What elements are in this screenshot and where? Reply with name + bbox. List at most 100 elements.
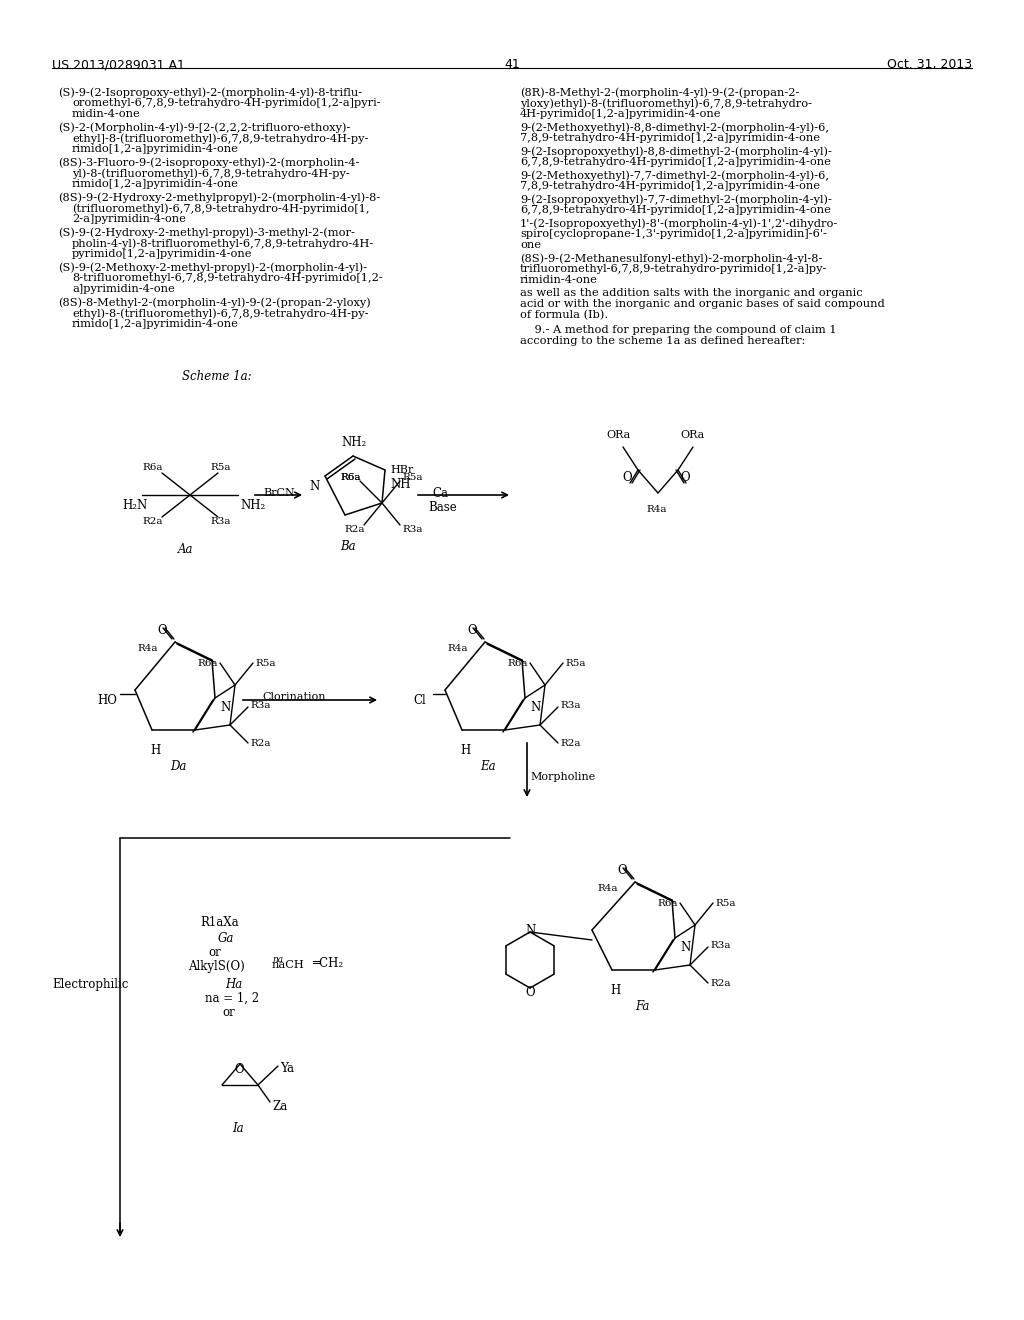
Text: R3a: R3a bbox=[402, 525, 423, 535]
Text: R2a: R2a bbox=[344, 525, 365, 535]
Text: of formula (Ib).: of formula (Ib). bbox=[520, 310, 608, 321]
Text: Da: Da bbox=[170, 760, 186, 774]
Text: H: H bbox=[610, 983, 621, 997]
Text: spiro[cyclopropane-1,3'-pyrimido[1,2-a]pyrimidin]-6'-: spiro[cyclopropane-1,3'-pyrimido[1,2-a]p… bbox=[520, 228, 826, 239]
Text: Ia: Ia bbox=[232, 1122, 244, 1135]
Text: pyrimido[1,2-a]pyrimidin-4-one: pyrimido[1,2-a]pyrimidin-4-one bbox=[72, 249, 253, 259]
Text: yl)-8-(trifluoromethyl)-6,7,8,9-tetrahydro-4H-py-: yl)-8-(trifluoromethyl)-6,7,8,9-tetrahyd… bbox=[72, 168, 350, 178]
Text: pholin-4-yl)-8-trifluoromethyl-6,7,8,9-tetrahydro-4H-: pholin-4-yl)-8-trifluoromethyl-6,7,8,9-t… bbox=[72, 238, 374, 248]
Text: Ea: Ea bbox=[480, 760, 496, 774]
Text: one: one bbox=[520, 240, 541, 249]
Text: rimido[1,2-a]pyrimidin-4-one: rimido[1,2-a]pyrimidin-4-one bbox=[72, 144, 239, 154]
Text: midin-4-one: midin-4-one bbox=[72, 110, 140, 119]
Text: BrCN: BrCN bbox=[263, 488, 295, 498]
Text: or: or bbox=[208, 946, 221, 960]
Text: Ca: Ca bbox=[432, 487, 449, 500]
Text: 7,8,9-tetrahydro-4H-pyrimido[1,2-a]pyrimidin-4-one: 7,8,9-tetrahydro-4H-pyrimido[1,2-a]pyrim… bbox=[520, 133, 820, 143]
Text: R3a: R3a bbox=[250, 701, 270, 710]
Text: R3a: R3a bbox=[210, 517, 230, 525]
Text: (S)-9-(2-Methoxy-2-methyl-propyl)-2-(morpholin-4-yl)-: (S)-9-(2-Methoxy-2-methyl-propyl)-2-(mor… bbox=[58, 261, 368, 272]
Text: 9.- A method for preparing the compound of claim 1: 9.- A method for preparing the compound … bbox=[520, 325, 837, 335]
Text: 9-(2-Methoxyethyl)-8,8-dimethyl-2-(morpholin-4-yl)-6,: 9-(2-Methoxyethyl)-8,8-dimethyl-2-(morph… bbox=[520, 121, 829, 132]
Text: 6,7,8,9-tetrahydro-4H-pyrimido[1,2-a]pyrimidin-4-one: 6,7,8,9-tetrahydro-4H-pyrimido[1,2-a]pyr… bbox=[520, 157, 830, 168]
Text: rimido[1,2-a]pyrimidin-4-one: rimido[1,2-a]pyrimidin-4-one bbox=[72, 180, 239, 189]
Text: R2a: R2a bbox=[250, 739, 270, 748]
Text: R4a: R4a bbox=[646, 506, 667, 513]
Text: R5a: R5a bbox=[210, 463, 230, 473]
Text: R1aXa: R1aXa bbox=[200, 916, 239, 929]
Text: a]pyrimidin-4-one: a]pyrimidin-4-one bbox=[72, 284, 175, 294]
Text: Base: Base bbox=[428, 502, 457, 513]
Text: ═CH₂: ═CH₂ bbox=[312, 957, 343, 970]
Text: N: N bbox=[220, 701, 230, 714]
Text: ORa: ORa bbox=[606, 430, 630, 440]
Text: Fa: Fa bbox=[635, 1001, 649, 1012]
Text: US 2013/0289031 A1: US 2013/0289031 A1 bbox=[52, 58, 185, 71]
Text: (8S)-9-(2-Methanesulfonyl-ethyl)-2-morpholin-4-yl-8-: (8S)-9-(2-Methanesulfonyl-ethyl)-2-morph… bbox=[520, 253, 822, 264]
Text: Electrophilic: Electrophilic bbox=[52, 978, 128, 991]
Text: trifluoromethyl-6,7,8,9-tetrahydro-pyrimido[1,2-a]py-: trifluoromethyl-6,7,8,9-tetrahydro-pyrim… bbox=[520, 264, 827, 275]
Text: (S)-9-(2-Isopropoxy-ethyl)-2-(morpholin-4-yl)-8-triflu-: (S)-9-(2-Isopropoxy-ethyl)-2-(morpholin-… bbox=[58, 87, 362, 98]
Text: 41: 41 bbox=[504, 58, 520, 71]
Text: R2a: R2a bbox=[560, 739, 581, 748]
Text: R5a: R5a bbox=[715, 899, 735, 908]
Text: 9-(2-Methoxyethyl)-7,7-dimethyl-2-(morpholin-4-yl)-6,: 9-(2-Methoxyethyl)-7,7-dimethyl-2-(morph… bbox=[520, 170, 829, 181]
Text: 1'-(2-Isopropoxyethyl)-8'-(morpholin-4-yl)-1',2'-dihydro-: 1'-(2-Isopropoxyethyl)-8'-(morpholin-4-y… bbox=[520, 218, 839, 228]
Text: 7,8,9-tetrahydro-4H-pyrimido[1,2-a]pyrimidin-4-one: 7,8,9-tetrahydro-4H-pyrimido[1,2-a]pyrim… bbox=[520, 181, 820, 191]
Text: Ba: Ba bbox=[340, 540, 355, 553]
Text: R6a: R6a bbox=[197, 659, 217, 668]
Text: (S)-9-(2-Hydroxy-2-methyl-propyl)-3-methyl-2-(mor-: (S)-9-(2-Hydroxy-2-methyl-propyl)-3-meth… bbox=[58, 227, 355, 238]
Text: Za: Za bbox=[272, 1100, 288, 1113]
Text: Ga: Ga bbox=[218, 932, 234, 945]
Text: or: or bbox=[222, 1006, 234, 1019]
Text: N: N bbox=[680, 941, 690, 954]
Text: oromethyl-6,7,8,9-tetrahydro-4H-pyrimido[1,2-a]pyri-: oromethyl-6,7,8,9-tetrahydro-4H-pyrimido… bbox=[72, 98, 381, 108]
Text: NH: NH bbox=[390, 478, 411, 491]
Text: 6,7,8,9-tetrahydro-4H-pyrimido[1,2-a]pyrimidin-4-one: 6,7,8,9-tetrahydro-4H-pyrimido[1,2-a]pyr… bbox=[520, 205, 830, 215]
Text: according to the scheme 1a as defined hereafter:: according to the scheme 1a as defined he… bbox=[520, 337, 805, 346]
Text: (8R)-8-Methyl-2-(morpholin-4-yl)-9-(2-(propan-2-: (8R)-8-Methyl-2-(morpholin-4-yl)-9-(2-(p… bbox=[520, 87, 800, 98]
Text: R2a: R2a bbox=[142, 517, 163, 525]
Text: as well as the addition salts with the inorganic and organic: as well as the addition salts with the i… bbox=[520, 288, 862, 298]
Text: Ya: Ya bbox=[280, 1063, 294, 1074]
Text: 9-(2-Isopropoxyethyl)-7,7-dimethyl-2-(morpholin-4-yl)-: 9-(2-Isopropoxyethyl)-7,7-dimethyl-2-(mo… bbox=[520, 194, 831, 205]
Text: rimido[1,2-a]pyrimidin-4-one: rimido[1,2-a]pyrimidin-4-one bbox=[72, 319, 239, 329]
Text: 2-a]pyrimidin-4-one: 2-a]pyrimidin-4-one bbox=[72, 214, 186, 224]
Text: Cl: Cl bbox=[413, 694, 426, 708]
Text: O: O bbox=[622, 471, 632, 484]
Text: Clorination: Clorination bbox=[262, 692, 326, 702]
Text: yloxy)ethyl)-8-(trifluoromethyl)-6,7,8,9-tetrahydro-: yloxy)ethyl)-8-(trifluoromethyl)-6,7,8,9… bbox=[520, 98, 812, 108]
Text: R6a: R6a bbox=[340, 473, 360, 482]
Text: Ha: Ha bbox=[225, 978, 243, 991]
Text: O: O bbox=[234, 1063, 244, 1076]
Text: ethyl)-8-(trifluoromethyl)-6,7,8,9-tetrahydro-4H-py-: ethyl)-8-(trifluoromethyl)-6,7,8,9-tetra… bbox=[72, 308, 369, 318]
Text: O: O bbox=[617, 865, 627, 876]
Text: R3a: R3a bbox=[560, 701, 581, 710]
Text: ORa: ORa bbox=[680, 430, 705, 440]
Text: NH₂: NH₂ bbox=[341, 436, 367, 449]
Text: ethyl]-8-(trifluoromethyl)-6,7,8,9-tetrahydro-4H-py-: ethyl]-8-(trifluoromethyl)-6,7,8,9-tetra… bbox=[72, 133, 369, 144]
Text: (trifluoromethyl)-6,7,8,9-tetrahydro-4H-pyrimido[1,: (trifluoromethyl)-6,7,8,9-tetrahydro-4H-… bbox=[72, 203, 370, 214]
Text: acid or with the inorganic and organic bases of said compound: acid or with the inorganic and organic b… bbox=[520, 300, 885, 309]
Text: HBr: HBr bbox=[390, 465, 414, 475]
Text: rimidin-4-one: rimidin-4-one bbox=[520, 275, 598, 285]
Text: 8-trifluoromethyl-6,7,8,9-tetrahydro-4H-pyrimido[1,2-: 8-trifluoromethyl-6,7,8,9-tetrahydro-4H-… bbox=[72, 273, 383, 282]
Text: O: O bbox=[467, 624, 476, 638]
Text: Oct. 31, 2013: Oct. 31, 2013 bbox=[887, 58, 972, 71]
Text: (8S)-9-(2-Hydroxy-2-methylpropyl)-2-(morpholin-4-yl)-8-: (8S)-9-(2-Hydroxy-2-methylpropyl)-2-(mor… bbox=[58, 191, 380, 202]
Text: (S)-2-(Morpholin-4-yl)-9-[2-(2,2,2-trifluoro-ethoxy)-: (S)-2-(Morpholin-4-yl)-9-[2-(2,2,2-trifl… bbox=[58, 121, 350, 132]
Text: O: O bbox=[525, 986, 535, 999]
Text: AlkylS(O): AlkylS(O) bbox=[188, 960, 245, 973]
Text: R4a: R4a bbox=[447, 644, 468, 653]
Text: Scheme 1a:: Scheme 1a: bbox=[182, 370, 252, 383]
Text: naCH: naCH bbox=[272, 960, 305, 970]
Text: Morpholine: Morpholine bbox=[530, 772, 595, 781]
Text: R3a: R3a bbox=[710, 941, 730, 950]
Text: na: na bbox=[272, 954, 283, 964]
Text: O: O bbox=[157, 624, 167, 638]
Text: R5a: R5a bbox=[402, 473, 423, 482]
Text: R5a: R5a bbox=[565, 659, 586, 668]
Text: H₂N: H₂N bbox=[122, 499, 147, 512]
Text: R6a: R6a bbox=[142, 463, 163, 473]
Text: R6a: R6a bbox=[340, 473, 360, 482]
